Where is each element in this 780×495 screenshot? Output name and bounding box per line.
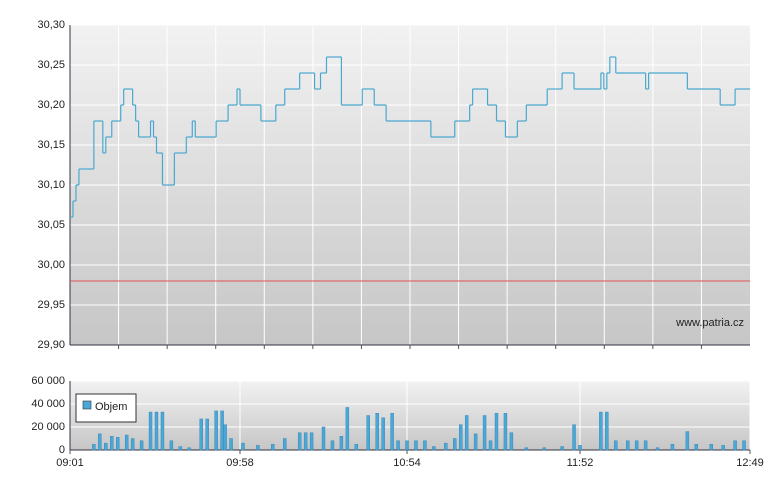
volume-bar bbox=[205, 418, 209, 451]
volume-bar bbox=[339, 436, 344, 451]
volume-bar bbox=[345, 407, 350, 451]
volume-bar bbox=[283, 438, 287, 451]
volume-plot-area bbox=[70, 381, 750, 450]
volume-bar bbox=[572, 424, 576, 451]
y-tick-label: 29,95 bbox=[37, 299, 65, 311]
volume-bar bbox=[709, 444, 713, 451]
volume-bar bbox=[459, 424, 463, 451]
volume-bar bbox=[375, 413, 379, 451]
volume-bar bbox=[524, 447, 529, 451]
volume-bar bbox=[694, 444, 699, 451]
volume-bar bbox=[271, 444, 275, 451]
y-tick-label: 30,20 bbox=[37, 99, 65, 111]
y-tick-label: 40 000 bbox=[31, 398, 65, 410]
volume-bar bbox=[542, 447, 546, 451]
volume-bar bbox=[354, 444, 359, 451]
y-tick-label: 60 000 bbox=[31, 375, 65, 387]
volume-bar bbox=[626, 440, 630, 451]
volume-bar bbox=[154, 411, 159, 451]
volume-bar bbox=[432, 446, 436, 451]
y-tick-label: 30,10 bbox=[37, 179, 65, 191]
legend-label: Objem bbox=[95, 401, 127, 413]
y-tick-label: 20 000 bbox=[31, 421, 65, 433]
volume-bar bbox=[509, 432, 514, 451]
volume-bar bbox=[214, 410, 218, 451]
volume-bar bbox=[721, 445, 725, 451]
volume-bar bbox=[241, 442, 245, 451]
x-tick-label: 12:49 bbox=[736, 457, 764, 469]
volume-bar bbox=[229, 438, 233, 451]
volume-bar bbox=[220, 410, 224, 451]
volume-bar bbox=[423, 440, 427, 451]
volume-bar bbox=[396, 440, 400, 451]
volume-bar bbox=[614, 440, 618, 451]
volume-bar bbox=[116, 437, 120, 451]
volume-bar bbox=[578, 445, 582, 451]
x-tick-label: 09:58 bbox=[226, 457, 254, 469]
volume-bar bbox=[104, 442, 108, 451]
volume-bar bbox=[321, 426, 326, 451]
volume-bar bbox=[178, 446, 183, 451]
volume-bar bbox=[453, 438, 457, 451]
volume-bar bbox=[733, 440, 737, 451]
volume-bar bbox=[160, 411, 165, 451]
volume-bar bbox=[494, 413, 499, 451]
volume-bar bbox=[330, 440, 335, 451]
volume-bar bbox=[685, 431, 690, 451]
volume-bar bbox=[297, 432, 302, 451]
legend-swatch bbox=[82, 400, 92, 410]
volume-bar bbox=[309, 432, 314, 451]
volume-bar bbox=[169, 440, 174, 451]
volume-bar bbox=[503, 413, 508, 451]
volume-bar bbox=[473, 433, 478, 451]
x-tick-label: 09:01 bbox=[56, 457, 84, 469]
volume-bar bbox=[98, 433, 102, 451]
volume-bar bbox=[223, 424, 227, 451]
y-tick-label: 30,15 bbox=[37, 139, 65, 151]
volume-bar bbox=[187, 447, 191, 451]
y-tick-label: 30,05 bbox=[37, 219, 65, 231]
x-tick-label: 10:54 bbox=[393, 457, 421, 469]
volume-bar bbox=[634, 440, 639, 451]
volume-bar bbox=[405, 440, 409, 451]
volume-bar bbox=[643, 440, 648, 451]
volume-bar bbox=[482, 415, 487, 451]
volume-bar bbox=[655, 447, 660, 451]
volume-bar bbox=[256, 445, 260, 451]
volume-bar bbox=[92, 444, 96, 451]
volume-bar bbox=[124, 434, 129, 451]
volume-bar bbox=[148, 411, 153, 451]
watermark: www.patria.cz bbox=[675, 317, 744, 329]
x-tick-label: 11:52 bbox=[567, 457, 594, 469]
volume-bar bbox=[444, 442, 448, 451]
y-tick-label: 0 bbox=[59, 444, 65, 456]
volume-bar bbox=[670, 444, 675, 451]
volume-bar bbox=[390, 413, 394, 451]
volume-bar bbox=[303, 432, 308, 451]
volume-bar bbox=[605, 411, 609, 451]
y-tick-label: 29,90 bbox=[37, 339, 65, 351]
y-tick-label: 30,25 bbox=[37, 59, 65, 71]
volume-bar bbox=[139, 440, 144, 451]
volume-bar bbox=[488, 440, 493, 451]
volume-bar bbox=[366, 415, 370, 451]
y-tick-label: 30,00 bbox=[37, 259, 65, 271]
volume-bar bbox=[742, 440, 746, 451]
volume-bar bbox=[110, 436, 114, 451]
y-tick-label: 30,30 bbox=[37, 19, 65, 31]
volume-bar bbox=[381, 417, 385, 451]
volume-bar bbox=[599, 411, 603, 451]
volume-bar bbox=[560, 446, 564, 451]
volume-bar bbox=[464, 415, 469, 451]
volume-bar bbox=[130, 438, 135, 451]
volume-bar bbox=[414, 440, 418, 451]
volume-bar bbox=[199, 418, 203, 451]
